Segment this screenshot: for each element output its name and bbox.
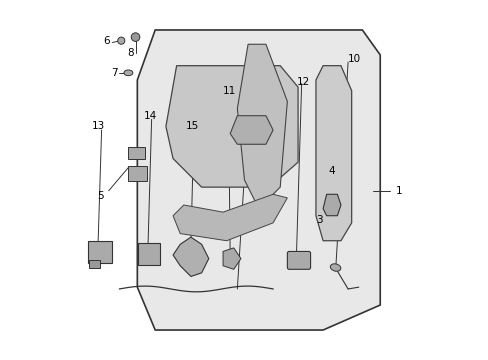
Text: 1: 1 — [395, 186, 402, 196]
Text: 11: 11 — [223, 86, 236, 96]
Polygon shape — [173, 237, 208, 276]
Text: 14: 14 — [144, 111, 157, 121]
Text: 2: 2 — [263, 115, 270, 125]
Polygon shape — [315, 66, 351, 241]
Text: 13: 13 — [91, 121, 104, 131]
FancyBboxPatch shape — [127, 147, 145, 159]
Text: 6: 6 — [103, 36, 110, 46]
Text: 15: 15 — [186, 121, 199, 131]
FancyBboxPatch shape — [127, 166, 147, 181]
Text: 9: 9 — [247, 51, 254, 61]
Circle shape — [118, 37, 124, 44]
Polygon shape — [223, 248, 241, 269]
Text: 12: 12 — [296, 77, 309, 87]
Polygon shape — [137, 30, 380, 330]
Text: 4: 4 — [328, 166, 335, 176]
Text: 8: 8 — [127, 48, 134, 58]
Ellipse shape — [123, 70, 133, 76]
Polygon shape — [230, 116, 272, 144]
Polygon shape — [173, 194, 287, 241]
Text: 5: 5 — [98, 191, 104, 201]
Ellipse shape — [330, 264, 340, 271]
Polygon shape — [165, 66, 298, 187]
Text: 7: 7 — [111, 68, 117, 78]
Text: 3: 3 — [316, 215, 322, 225]
FancyBboxPatch shape — [287, 251, 310, 269]
Polygon shape — [237, 44, 287, 202]
FancyBboxPatch shape — [88, 242, 111, 263]
FancyBboxPatch shape — [89, 260, 100, 268]
FancyBboxPatch shape — [138, 243, 160, 265]
Polygon shape — [323, 194, 340, 216]
Text: 10: 10 — [347, 54, 360, 64]
Circle shape — [131, 33, 140, 41]
